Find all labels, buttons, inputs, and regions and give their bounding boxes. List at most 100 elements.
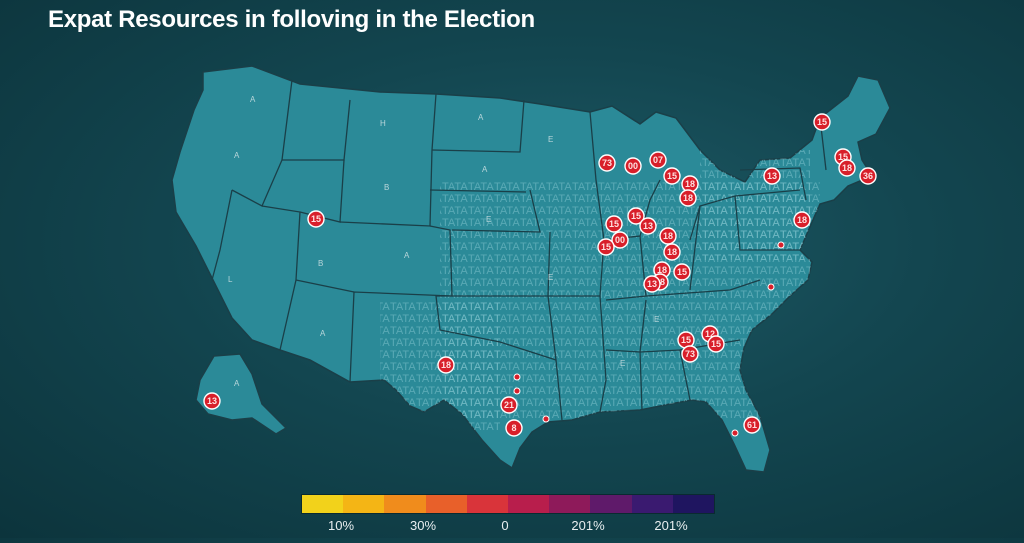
pin-label: 18 <box>657 265 667 275</box>
location-pin[interactable]: 00 <box>611 231 629 249</box>
pin-circle <box>639 217 657 235</box>
pin-circle <box>743 416 761 434</box>
pin-label: 13 <box>647 279 657 289</box>
state-letter: E <box>486 215 491 224</box>
state-letter: E <box>654 315 659 324</box>
state-letter: A <box>234 151 240 160</box>
pin-circle <box>505 419 523 437</box>
location-pin[interactable]: 36 <box>859 167 877 185</box>
legend-swatch <box>672 495 715 513</box>
pin-label: 18 <box>663 231 673 241</box>
pin-label: 18 <box>667 247 677 257</box>
location-pin[interactable]: 8 <box>505 419 523 437</box>
pin-circle <box>813 113 831 131</box>
location-pin[interactable]: 21 <box>500 396 518 414</box>
small-marker <box>777 241 785 249</box>
pin-label: 18 <box>683 193 693 203</box>
small-marker <box>513 387 521 395</box>
pin-circle <box>673 263 691 281</box>
legend-labels: 10% 30% 0 201% 201% <box>301 518 713 534</box>
location-pin[interactable]: 13 <box>643 275 661 293</box>
location-pin[interactable]: 15 <box>813 113 831 131</box>
pin-label: 18 <box>685 179 695 189</box>
location-pin[interactable]: 18 <box>679 189 697 207</box>
location-pin[interactable]: 61 <box>743 416 761 434</box>
location-pin[interactable]: 15 <box>663 167 681 185</box>
pin-circle <box>793 211 811 229</box>
pin-circle <box>611 231 629 249</box>
legend-label: 10% <box>327 518 355 533</box>
state-letter: A <box>234 379 240 388</box>
pin-label: 12 <box>705 329 715 339</box>
location-pin[interactable]: 18 <box>663 243 681 261</box>
alaska-land <box>195 353 288 435</box>
location-pin[interactable]: 15 <box>627 207 645 225</box>
pin-label: 15 <box>711 339 721 349</box>
legend-swatch <box>302 495 344 513</box>
location-pin[interactable]: 07 <box>649 151 667 169</box>
state-letter: H <box>380 119 386 128</box>
pin-circle <box>597 238 615 256</box>
legend-label: 201% <box>571 518 605 533</box>
location-pin[interactable]: 15 <box>673 263 691 281</box>
pin-label: 13 <box>643 221 653 231</box>
pin-label: 07 <box>653 155 663 165</box>
state-letter: E <box>548 273 553 282</box>
location-pin[interactable]: 00 <box>624 157 642 175</box>
legend-swatch <box>631 495 673 513</box>
pin-circle <box>627 207 645 225</box>
legend-label: 201% <box>654 518 688 533</box>
state-letter: A <box>482 165 488 174</box>
location-pin[interactable]: 18 <box>437 356 455 374</box>
pin-circle <box>663 167 681 185</box>
location-pin[interactable]: 18 <box>838 159 856 177</box>
location-pin[interactable]: 73 <box>681 345 699 363</box>
location-pin[interactable]: 15 <box>707 335 725 353</box>
small-marker <box>513 373 521 381</box>
pin-label: 15 <box>631 211 641 221</box>
location-pin[interactable]: 15 <box>307 210 325 228</box>
pin-label: 13 <box>767 171 777 181</box>
legend-swatch <box>384 495 426 513</box>
location-pin[interactable]: 73 <box>598 154 616 172</box>
pin-label: 61 <box>747 420 757 430</box>
state-letters: A H A E B A L B A A E A E E E A <box>228 95 659 388</box>
map-title: Expat Resources in folloving in the Elec… <box>48 6 535 33</box>
pin-circle <box>763 167 781 185</box>
pin-circle <box>707 335 725 353</box>
legend-swatch <box>343 495 385 513</box>
pin-circle <box>307 210 325 228</box>
pin-label: 15 <box>609 219 619 229</box>
pin-label: 18 <box>842 163 852 173</box>
legend-swatch <box>425 495 467 513</box>
location-pin[interactable]: 13 <box>763 167 781 185</box>
pin-label: 15 <box>667 171 677 181</box>
pin-circle <box>663 243 681 261</box>
small-marker <box>767 283 775 291</box>
pin-circle <box>624 157 642 175</box>
state-letter: A <box>320 329 326 338</box>
legend-label: 0 <box>501 518 509 533</box>
state-letter: L <box>228 275 233 284</box>
location-pin[interactable]: 13 <box>639 217 657 235</box>
pin-label: 13 <box>207 396 217 406</box>
pin-label: 15 <box>681 335 691 345</box>
state-letter: B <box>384 183 389 192</box>
pin-circle <box>203 392 221 410</box>
location-pin[interactable]: 15 <box>597 238 615 256</box>
pin-circle <box>681 345 699 363</box>
location-pin[interactable]: 15 <box>605 215 623 233</box>
pin-circle <box>649 151 667 169</box>
color-scale-legend <box>301 494 715 514</box>
location-pin[interactable]: 18 <box>659 227 677 245</box>
pin-label: 15 <box>838 152 848 162</box>
location-pin[interactable]: 18 <box>793 211 811 229</box>
pin-circle <box>437 356 455 374</box>
pin-circle <box>679 189 697 207</box>
location-pin[interactable]: 13 <box>203 392 221 410</box>
state-letter: E <box>548 135 553 144</box>
pin-circle <box>500 396 518 414</box>
small-marker <box>731 429 739 437</box>
